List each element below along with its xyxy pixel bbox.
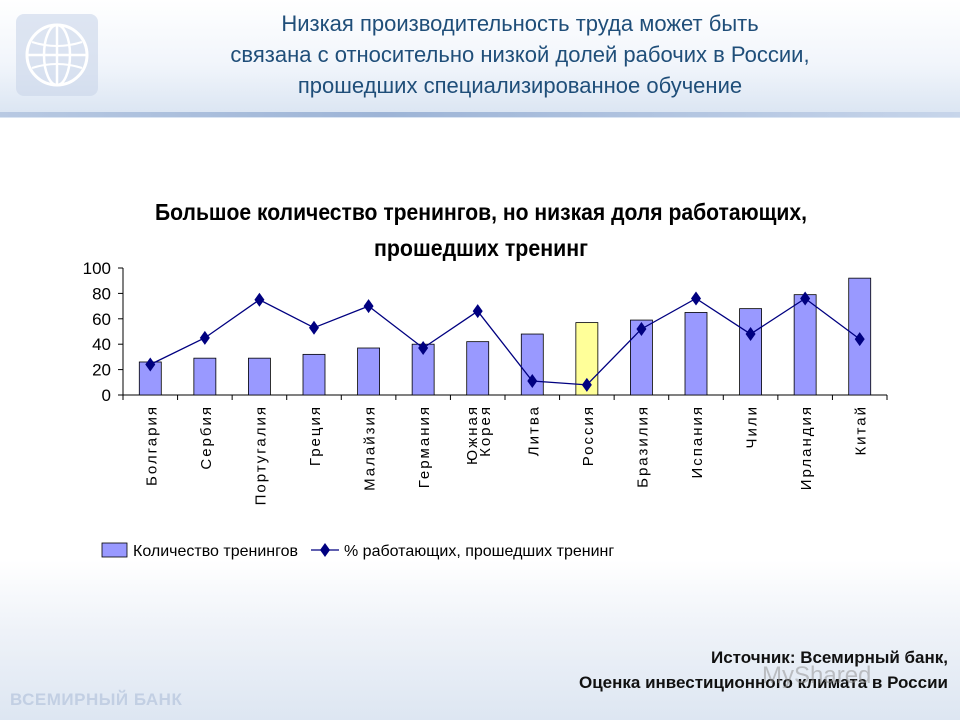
y-tick-label: 0: [102, 386, 111, 405]
line-point-Германия: [418, 341, 429, 356]
slide-title: Низкая производительность труда может бы…: [120, 8, 920, 101]
x-category-label: Греция: [307, 405, 324, 466]
x-category-label: Корея: [477, 405, 494, 457]
source-line: Источник: Всемирный банк,: [710, 648, 948, 667]
line-point-Сербия: [199, 330, 210, 345]
line-point-Китай: [854, 332, 865, 347]
source-line: Оценка инвестиционного климата в России: [579, 673, 948, 692]
source-note: Источник: Всемирный банк, Оценка инвести…: [579, 645, 948, 695]
y-tick-label: 60: [92, 310, 111, 329]
x-category-label: Ирландия: [798, 405, 815, 490]
x-category-label: Чили: [744, 405, 761, 449]
bar-Чили: [739, 308, 762, 396]
y-tick-label: 100: [83, 259, 111, 278]
y-tick-label: 80: [92, 284, 111, 303]
line-point-Южная Корея: [472, 304, 483, 319]
bar-Малайзия: [357, 347, 380, 396]
header-divider: [0, 112, 960, 117]
y-tick-label: 20: [92, 361, 111, 380]
x-category-label: Южная: [464, 405, 481, 465]
chart-title-line: прошедших тренинг: [374, 235, 588, 261]
legend-label-line: % работающих, прошедших тренинг: [344, 543, 614, 560]
slide-title-line: связана с относительно низкой долей рабо…: [230, 42, 810, 67]
bar-Греция: [302, 353, 326, 396]
x-category-label: Португалия: [252, 405, 269, 505]
bar-Португалия: [248, 357, 271, 396]
line-point-Ирландия: [800, 291, 811, 306]
y-tick-label: 40: [92, 335, 111, 354]
line-point-Малайзия: [363, 299, 374, 314]
x-category-label: Болгария: [143, 405, 160, 486]
line-point-Болгария: [145, 357, 156, 372]
footer-band: [0, 560, 960, 720]
x-category-label: Бразилия: [634, 405, 651, 488]
x-category-label: Сербия: [198, 405, 215, 470]
bar-Ирландия: [793, 294, 817, 396]
x-category-label: Германия: [416, 405, 433, 488]
world-bank-globe-icon: [16, 14, 98, 96]
x-category-label: Россия: [580, 405, 597, 466]
bar-Южная Корея: [466, 341, 490, 396]
chart-title-line: Большое количество тренингов, но низкая …: [155, 199, 807, 225]
x-category-label: Малайзия: [362, 405, 379, 491]
bar-Россия: [575, 322, 599, 396]
line-point-Греция: [309, 320, 319, 335]
line-point-Испания: [691, 291, 701, 306]
legend-marker-line: [320, 543, 330, 557]
bar-Сербия: [193, 357, 217, 396]
x-category-label: Литва: [525, 405, 542, 456]
line-point-Португалия: [254, 292, 265, 307]
bar-Испания: [684, 312, 708, 396]
slide-title-line: Низкая производительность труда может бы…: [281, 11, 759, 36]
legend-label-bars: Количество тренингов: [133, 543, 298, 560]
line-point-Бразилия: [636, 321, 647, 336]
line-point-Россия: [581, 377, 592, 392]
bar-Литва: [520, 333, 544, 396]
line-point-Чили: [745, 327, 756, 342]
x-category-label: Испания: [689, 405, 706, 479]
line-point-Литва: [527, 374, 538, 389]
bar-Бразилия: [630, 319, 653, 396]
legend-swatch-bars: [101, 542, 128, 558]
line-series: [150, 297, 861, 386]
header-band: [0, 0, 960, 118]
watermark-logo: MyShared: [762, 662, 872, 689]
footer-logo: ВСЕМИРНЫЙ БАНК: [10, 690, 183, 709]
slide-title-line: прошедших специализированное обучение: [297, 73, 743, 98]
x-category-label: Китай: [853, 405, 870, 456]
